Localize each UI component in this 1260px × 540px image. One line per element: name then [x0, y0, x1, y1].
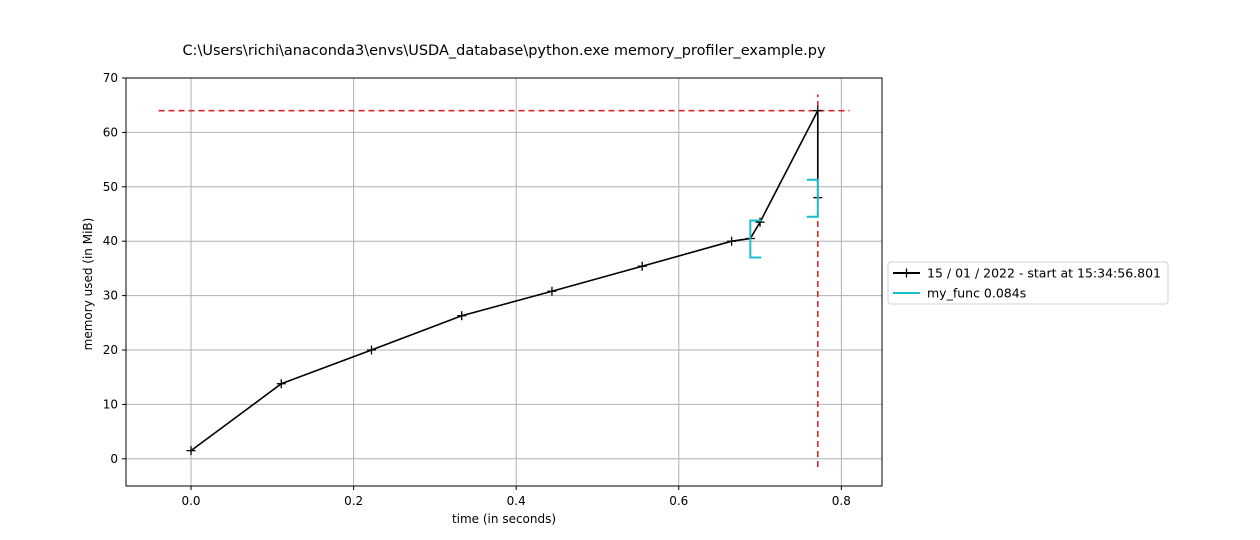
- data-point-marker: [637, 261, 647, 271]
- y-tick-label: 20: [103, 343, 118, 357]
- x-axis-ticks: 0.0 0.2 0.4 0.6 0.8: [181, 486, 851, 508]
- x-tick-label: 0.6: [669, 494, 688, 508]
- y-tick-label: 70: [103, 71, 118, 85]
- legend-label: 15 / 01 / 2022 - start at 15:34:56.801: [927, 266, 1161, 281]
- x-tick-label: 0.2: [344, 494, 363, 508]
- y-tick-label: 50: [103, 180, 118, 194]
- y-tick-label: 60: [103, 125, 118, 139]
- peak-lines: [158, 94, 850, 467]
- function-bracket: [749, 219, 762, 259]
- data-point-marker: [366, 345, 376, 355]
- data-series: [186, 106, 823, 456]
- legend: 15 / 01 / 2022 - start at 15:34:56.801 my…: [887, 261, 1169, 305]
- x-tick-label: 0.4: [507, 494, 526, 508]
- data-point-marker: [276, 379, 286, 389]
- x-tick-label: 0.0: [181, 494, 200, 508]
- legend-label: my_func 0.084s: [927, 286, 1026, 301]
- function-bracket: [806, 178, 819, 218]
- x-tick-label: 0.8: [832, 494, 851, 508]
- plot-frame: [125, 77, 883, 487]
- y-tick-label: 10: [103, 397, 118, 411]
- legend-box: [887, 261, 1169, 305]
- grid-lines: [126, 77, 882, 486]
- data-point-marker: [186, 446, 196, 456]
- y-tick-label: 0: [110, 452, 118, 466]
- chart-title: C:\Users\richi\anaconda3\envs\USDA_datab…: [182, 43, 826, 59]
- y-axis-label: memory used (in MiB): [81, 218, 95, 351]
- x-axis-label: time (in seconds): [452, 512, 556, 526]
- data-point-marker: [755, 217, 765, 227]
- data-point-marker: [547, 286, 557, 296]
- function-brackets: [749, 178, 819, 259]
- data-point-marker: [813, 106, 823, 116]
- memory-line: [190, 110, 819, 452]
- data-point-marker: [727, 236, 737, 246]
- data-point-marker: [457, 311, 467, 321]
- y-axis-ticks: 0 10 20 30 40 50 60 70: [103, 71, 126, 466]
- y-tick-label: 40: [103, 234, 118, 248]
- y-tick-label: 30: [103, 289, 118, 303]
